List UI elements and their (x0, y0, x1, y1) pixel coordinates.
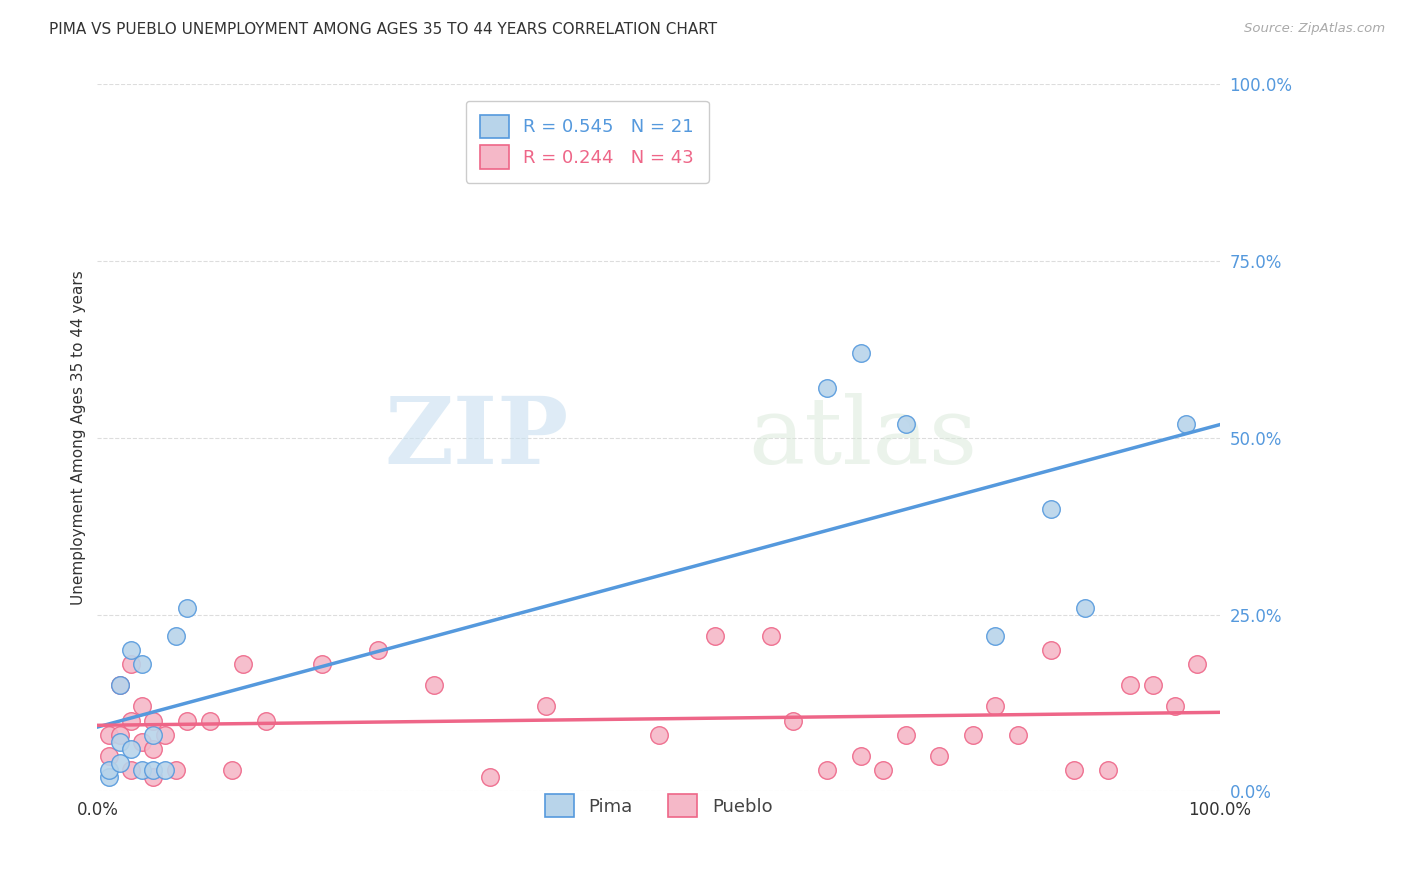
Point (165, 763, 187, 777)
Point (759, 629, 782, 643)
Point (131, 735, 153, 749)
Point (1187, 657, 1209, 671)
Point (311, 657, 333, 671)
Point (782, 714, 804, 728)
Point (142, 742, 165, 756)
Point (1097, 763, 1119, 777)
Point (962, 728, 984, 742)
Point (1063, 763, 1085, 777)
Point (120, 657, 142, 671)
Text: PIMA VS PUEBLO UNEMPLOYMENT AMONG AGES 35 TO 44 YEARS CORRELATION CHART: PIMA VS PUEBLO UNEMPLOYMENT AMONG AGES 3… (49, 22, 717, 37)
Point (142, 763, 165, 777)
Point (1040, 501, 1063, 516)
Point (894, 417, 917, 431)
Point (97, 748, 120, 763)
Point (1040, 643, 1063, 657)
Point (97, 763, 120, 777)
Point (198, 714, 221, 728)
Point (928, 748, 950, 763)
Point (120, 643, 142, 657)
Point (423, 678, 446, 692)
Point (536, 699, 558, 714)
Point (176, 600, 198, 615)
Point (1007, 728, 1029, 742)
Point (1175, 417, 1198, 431)
Point (254, 714, 277, 728)
Point (108, 728, 131, 742)
Point (142, 728, 165, 742)
Point (1074, 600, 1097, 615)
Point (479, 770, 502, 784)
Point (97, 770, 120, 784)
Point (849, 748, 872, 763)
Point (894, 728, 917, 742)
Point (108, 678, 131, 692)
Y-axis label: Unemployment Among Ages 35 to 44 years: Unemployment Among Ages 35 to 44 years (72, 270, 86, 606)
Point (367, 643, 389, 657)
Point (142, 770, 165, 784)
Point (1142, 678, 1164, 692)
Point (131, 657, 153, 671)
Text: atlas: atlas (748, 392, 977, 483)
Point (1119, 678, 1142, 692)
Point (647, 728, 669, 742)
Point (142, 714, 165, 728)
Point (165, 629, 187, 643)
Point (131, 763, 153, 777)
Point (815, 763, 838, 777)
Point (153, 728, 176, 742)
Point (108, 756, 131, 770)
Point (97, 728, 120, 742)
Point (984, 629, 1007, 643)
Point (815, 381, 838, 395)
Legend: Pima, Pueblo: Pima, Pueblo (537, 787, 780, 825)
Point (153, 763, 176, 777)
Point (108, 735, 131, 749)
Point (703, 629, 725, 643)
Text: Source: ZipAtlas.com: Source: ZipAtlas.com (1244, 22, 1385, 36)
Text: ZIP: ZIP (385, 392, 569, 483)
Point (108, 678, 131, 692)
Point (176, 714, 198, 728)
Point (120, 714, 142, 728)
Point (120, 742, 142, 756)
Point (232, 657, 254, 671)
Point (131, 699, 153, 714)
Point (849, 346, 872, 360)
Point (120, 763, 142, 777)
Point (221, 763, 243, 777)
Point (872, 763, 894, 777)
Point (1164, 699, 1187, 714)
Point (984, 699, 1007, 714)
